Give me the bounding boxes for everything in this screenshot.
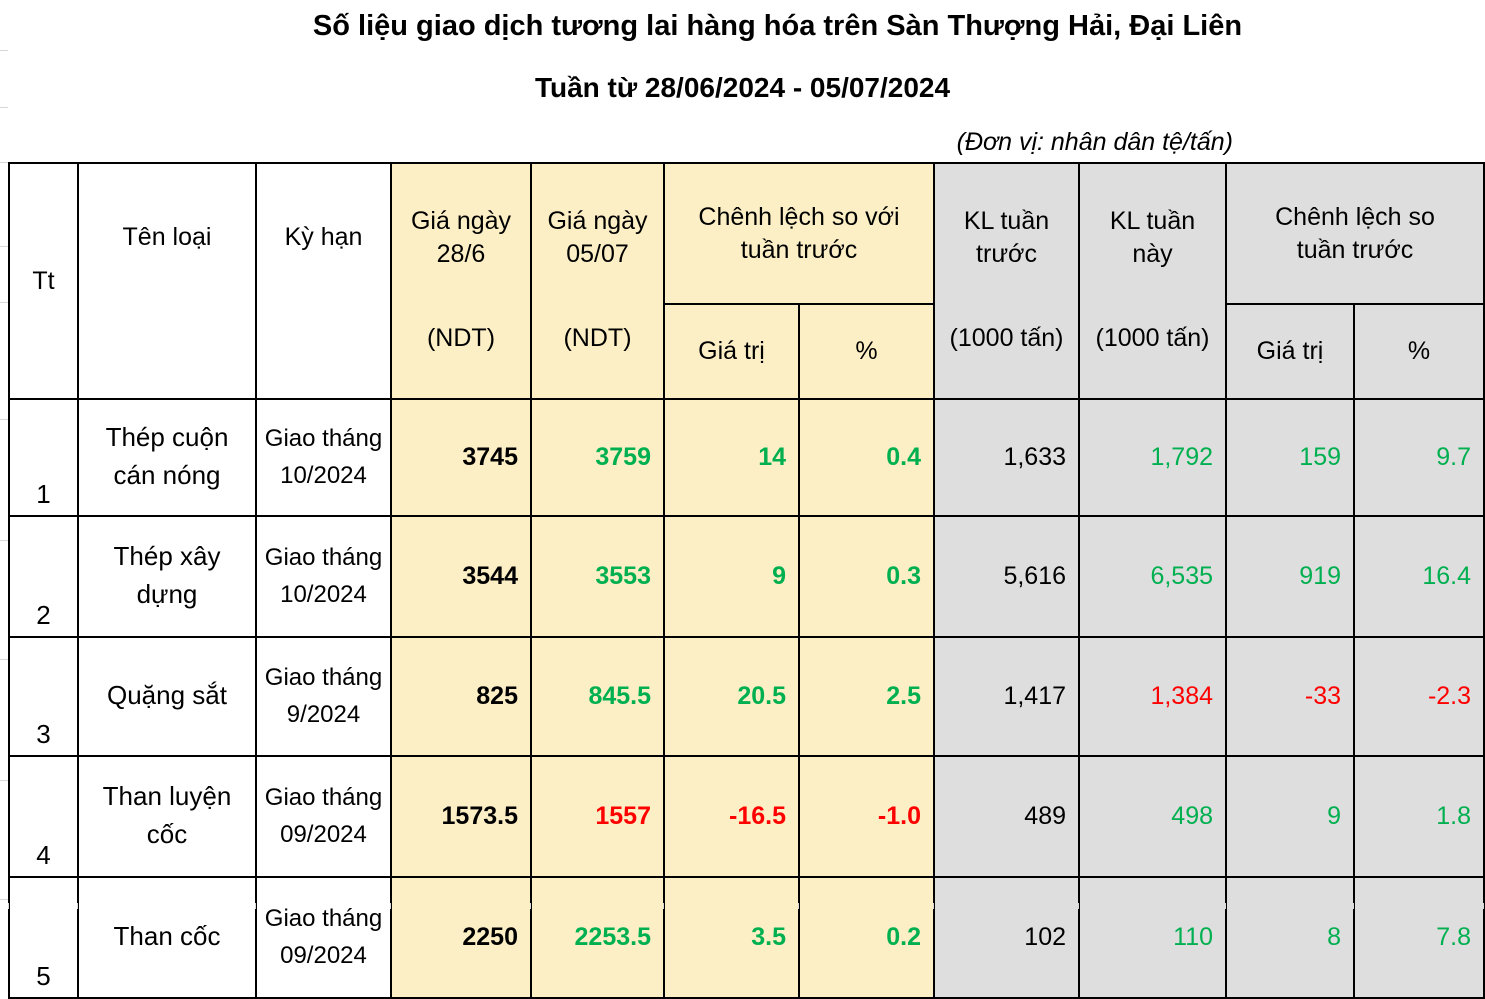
sheet-gridline [0,419,8,420]
cell-volume-now[interactable]: 6,535 [1078,514,1228,638]
cell-tt[interactable]: 4 [8,754,79,878]
cell-volume-prev[interactable]: 1,417 [933,635,1081,757]
cell-volume-diff-value[interactable]: 9 [1225,754,1356,878]
cell-volume-diff-value[interactable]: 159 [1225,397,1356,517]
sheet-gridline [255,903,256,909]
cell-term[interactable]: Giao tháng 09/2024 [255,875,392,999]
cell-price-diff-value[interactable]: 20.5 [663,635,800,757]
cell-name[interactable]: Than cốc [77,875,257,999]
header-volume-now[interactable]: KL tuần này (1000 tấn) [1078,162,1228,400]
cell-price-now[interactable]: 845.5 [530,635,665,757]
sheet-gridline [0,659,8,660]
cell-term[interactable]: Giao tháng 09/2024 [255,754,392,878]
cell-term[interactable]: Giao tháng 10/2024 [255,397,392,517]
cell-price-now[interactable]: 2253.5 [530,875,665,999]
cell-price-diff-value[interactable]: 9 [663,514,800,638]
sheet-gridline [0,302,8,303]
cell-price-now[interactable]: 1557 [530,754,665,878]
cell-price-diff-value[interactable]: 14 [663,397,800,517]
cell-volume-diff-pct[interactable]: 9.7 [1353,397,1485,517]
sheet-gridline [1483,903,1484,909]
header-price-prev[interactable]: Giá ngày 28/6 (NDT) [390,162,532,400]
header-volume-diff-value[interactable]: Giá trị [1225,303,1356,400]
sheet-gridline [0,50,8,51]
sheet-gridline [77,903,78,909]
cell-volume-now[interactable]: 1,384 [1078,635,1228,757]
cell-price-prev[interactable]: 3544 [390,514,532,638]
sheet-gridline [8,903,9,909]
cell-tt[interactable]: 2 [8,514,79,638]
page-title: Số liệu giao dịch tương lai hàng hóa trê… [312,10,1243,42]
table-row: 4 Than luyện cốc Giao tháng 09/2024 1573.5 1… [8,754,1485,878]
cell-name[interactable]: Thép xây dựng [77,514,257,638]
sheet-gridline [663,903,664,909]
cell-price-now[interactable]: 3759 [530,397,665,517]
sheet-gridline [0,540,8,541]
cell-price-diff-value[interactable]: 3.5 [663,875,800,999]
futures-data-table: Tt Tên loại Kỳ hạn Giá ngày 28/6 (NDT) G… [8,161,1485,999]
cell-volume-diff-pct[interactable]: -2.3 [1353,635,1485,757]
header-volume-diff-pct[interactable]: % [1353,303,1485,400]
cell-price-diff-pct[interactable]: 0.2 [797,875,936,999]
sheet-gridline [1353,903,1354,909]
header-price-diff-value[interactable]: Giá trị [663,303,800,400]
header-price-diff-pct[interactable]: % [797,303,936,400]
cell-volume-prev[interactable]: 1,633 [933,397,1081,517]
table-row: 1 Thép cuộn cán nóng Giao tháng 10/2024 374… [8,397,1485,517]
cell-price-diff-value[interactable]: -16.5 [663,754,800,878]
cell-volume-now[interactable]: 498 [1078,754,1228,878]
header-tt[interactable]: Tt [8,162,79,400]
header-price-diff-group[interactable]: Chênh lệch so với tuần trước [662,161,936,306]
cell-price-now[interactable]: 3553 [530,514,665,638]
cell-volume-now[interactable]: 1,792 [1078,397,1228,517]
cell-tt[interactable]: 5 [8,875,79,999]
cell-price-prev[interactable]: 1573.5 [390,754,532,878]
cell-price-prev[interactable]: 2250 [390,875,532,999]
header-ky-han[interactable]: Kỳ hạn [255,162,392,400]
cell-name[interactable]: Thép cuộn cán nóng [77,397,257,517]
cell-tt[interactable]: 1 [8,397,79,517]
cell-term[interactable]: Giao tháng 10/2024 [255,514,392,638]
page-subtitle-week: Tuần từ 28/06/2024 - 05/07/2024 [534,72,951,103]
sheet-gridline [0,246,8,247]
cell-volume-diff-pct[interactable]: 7.8 [1353,875,1485,999]
cell-volume-prev[interactable]: 102 [933,875,1081,999]
header-price-now[interactable]: Giá ngày 05/07 (NDT) [530,162,665,400]
sheet-gridline [530,903,531,909]
sheet-gridline [1225,903,1226,909]
cell-price-diff-pct[interactable]: 2.5 [797,635,936,757]
cell-tt[interactable]: 3 [8,635,79,757]
cell-price-diff-pct[interactable]: 0.3 [797,514,936,638]
table-row: 3 Quặng sắt Giao tháng 9/2024 825 845.5 20.5 2… [8,635,1485,757]
table-row: 2 Thép xây dựng Giao tháng 10/2024 3544 3553… [8,514,1485,638]
cell-volume-diff-pct[interactable]: 1.8 [1353,754,1485,878]
cell-price-diff-pct[interactable]: -1.0 [797,754,936,878]
cell-term[interactable]: Giao tháng 9/2024 [255,635,392,757]
cell-volume-prev[interactable]: 5,616 [933,514,1081,638]
table-row: 5 Than cốc Giao tháng 09/2024 2250 2253.5 3.5… [8,875,1485,999]
sheet-gridline [390,903,391,909]
header-ten-loai[interactable]: Tên loại [77,162,257,400]
cell-name[interactable]: Than luyện cốc [77,754,257,878]
sheet-gridline [0,107,8,108]
cell-volume-prev[interactable]: 489 [933,754,1081,878]
header-volume-prev[interactable]: KL tuần trước (1000 tấn) [933,162,1081,400]
cell-volume-diff-value[interactable]: 8 [1225,875,1356,999]
cell-volume-diff-value[interactable]: -33 [1225,635,1356,757]
cell-price-prev[interactable]: 3745 [390,397,532,517]
header-volume-diff-group[interactable]: Chênh lệch so tuần trước [1225,161,1485,306]
unit-note: (Đơn vị: nhân dân tệ/tấn) [956,128,1233,156]
sheet-gridline [798,903,799,909]
sheet-gridline [1078,903,1079,909]
cell-price-diff-pct[interactable]: 0.4 [797,397,936,517]
cell-volume-now[interactable]: 110 [1078,875,1228,999]
cell-price-prev[interactable]: 825 [390,635,532,757]
cell-name[interactable]: Quặng sắt [77,635,257,757]
cell-volume-diff-pct[interactable]: 16.4 [1353,514,1485,638]
sheet-gridline [933,903,934,909]
cell-volume-diff-value[interactable]: 919 [1225,514,1356,638]
sheet-gridline [0,162,8,163]
sheet-gridline [0,780,8,781]
sheet-gridline [0,899,8,900]
